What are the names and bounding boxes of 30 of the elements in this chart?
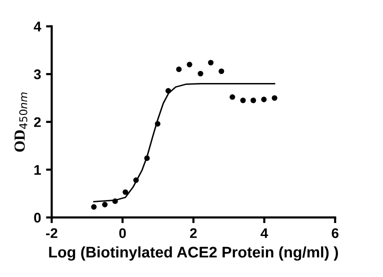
x-tick-label: -2 [46, 228, 58, 238]
point [91, 204, 97, 210]
x-tick-label: 0 [119, 228, 126, 238]
point [198, 70, 204, 76]
point [208, 60, 214, 66]
point [250, 98, 256, 104]
point [186, 62, 192, 68]
y-tick-label: 4 [34, 22, 42, 32]
point [272, 95, 278, 101]
point [112, 198, 118, 204]
y-axis-title: OD$_{450nm}$ [14, 92, 28, 152]
y-tick-label: 2 [34, 117, 41, 127]
point [230, 94, 236, 100]
x-axis-title: Log (Biotinylated ACE2 Protein (ng/ml) ) [49, 246, 338, 261]
y-tick-label: 3 [34, 69, 41, 80]
point [240, 98, 246, 104]
point [218, 68, 224, 74]
point [122, 189, 128, 195]
point [165, 88, 172, 94]
x-tick-label: 6 [332, 228, 338, 238]
point [176, 66, 182, 72]
point [261, 96, 267, 102]
x-tick-label: 2 [190, 228, 197, 238]
y-tick-label: 1 [34, 165, 41, 175]
x-tick-label: 4 [260, 228, 268, 238]
point [102, 202, 108, 208]
point [144, 155, 150, 161]
point [133, 177, 139, 183]
point [154, 121, 160, 127]
y-tick-label: 0 [34, 212, 41, 223]
